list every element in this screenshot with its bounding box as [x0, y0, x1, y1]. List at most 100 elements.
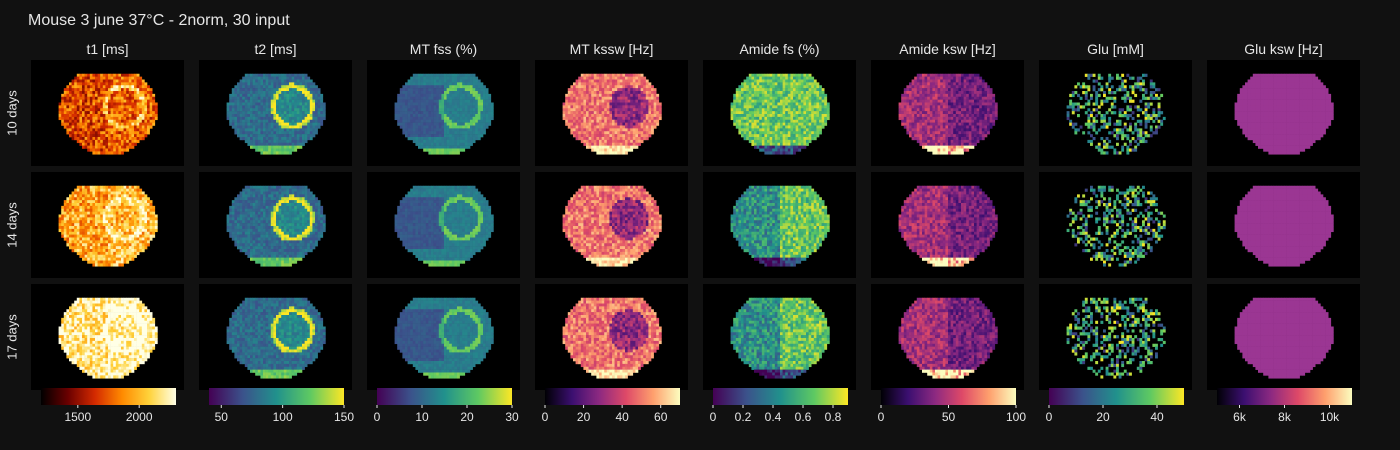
map-pixel — [126, 217, 130, 221]
map-pixel — [291, 108, 295, 112]
map-pixel — [294, 237, 298, 241]
map-pixel — [149, 234, 153, 238]
map-pixel — [296, 228, 300, 233]
map-pixel — [291, 200, 295, 204]
map-pixel — [128, 108, 132, 112]
map-panel — [31, 60, 184, 166]
map-pixel — [110, 134, 114, 138]
map-pixel — [307, 338, 311, 342]
map-pixel — [105, 366, 109, 370]
map-pixel — [257, 309, 261, 313]
map-pixel — [95, 335, 98, 339]
map-pixel — [247, 335, 251, 339]
map-pixel — [273, 240, 277, 244]
map-pixel — [234, 228, 238, 233]
map-pixel — [281, 76, 285, 80]
map-pixel — [257, 217, 261, 221]
map-pixel — [131, 188, 135, 192]
map-pixel — [79, 205, 83, 210]
map-pixel — [283, 220, 287, 224]
map-pixel — [250, 116, 253, 121]
map-pixel — [263, 237, 266, 241]
map-pixel — [231, 88, 235, 92]
map-pixel — [110, 148, 114, 152]
map-pixel — [296, 343, 300, 347]
map-pixel — [110, 297, 114, 301]
map-pixel — [315, 102, 318, 106]
map-pixel — [95, 108, 98, 112]
map-pixel — [92, 254, 96, 258]
map-pixel — [250, 234, 253, 238]
map-pixel — [87, 358, 91, 362]
map-pixel — [100, 82, 104, 86]
map-pixel — [97, 363, 101, 368]
map-pixel — [123, 343, 127, 347]
map-pixel — [270, 151, 274, 155]
map-pixel — [255, 260, 259, 264]
map-pixel — [102, 116, 106, 121]
map-pixel — [307, 122, 311, 126]
map-pixel — [123, 91, 127, 95]
map-pixel — [128, 309, 132, 313]
map-pixel — [128, 303, 132, 307]
map-pixel — [87, 361, 91, 365]
map-pixel — [247, 73, 251, 77]
map-pixel — [87, 214, 91, 218]
map-pixel — [291, 231, 295, 235]
map-pixel — [322, 338, 326, 342]
map-pixel — [89, 338, 93, 342]
map-pixel — [110, 131, 114, 135]
map-pixel — [304, 237, 308, 241]
map-pixel — [304, 194, 308, 198]
map-pixel — [289, 332, 292, 336]
map-pixel — [147, 323, 150, 327]
map-pixel — [118, 116, 122, 121]
map-pixel — [95, 79, 98, 83]
map-pixel — [320, 340, 324, 345]
map-pixel — [105, 254, 109, 258]
map-pixel — [71, 85, 75, 89]
map-pixel — [304, 223, 308, 227]
map-pixel — [95, 226, 98, 230]
map-pixel — [234, 329, 238, 333]
map-pixel — [247, 332, 251, 336]
map-pixel — [276, 128, 279, 132]
map-pixel — [136, 85, 140, 89]
map-pixel — [296, 105, 300, 109]
map-pixel — [307, 246, 311, 250]
map-pixel — [141, 108, 145, 112]
map-pixel — [247, 191, 251, 195]
map-pixel — [309, 108, 313, 112]
map-pixel — [136, 194, 140, 198]
map-pixel — [128, 366, 132, 370]
map-pixel — [89, 240, 93, 244]
map-pixel — [283, 114, 287, 118]
map-pixel — [260, 142, 264, 146]
map-pixel — [247, 303, 251, 307]
map-pixel — [102, 249, 106, 253]
map-pixel — [289, 306, 292, 310]
map-pixel — [141, 306, 145, 310]
map-pixel — [286, 260, 290, 264]
map-pixel — [131, 102, 135, 106]
map-pixel — [136, 332, 140, 336]
map-pixel — [144, 114, 148, 118]
map-pixel — [244, 297, 248, 301]
map-pixel — [100, 312, 104, 316]
map-pixel — [102, 191, 106, 195]
map-pixel — [79, 191, 83, 195]
map-pixel — [152, 93, 156, 98]
map-pixel — [123, 361, 127, 365]
map-pixel — [89, 114, 93, 118]
map-pixel — [113, 297, 117, 301]
map-pixel — [294, 246, 298, 250]
map-pixel — [315, 197, 318, 201]
map-pixel — [273, 73, 277, 77]
map-pixel — [276, 349, 279, 353]
map-pixel — [128, 257, 132, 261]
map-pixel — [276, 257, 279, 261]
map-pixel — [141, 329, 145, 333]
map-pixel — [309, 249, 313, 253]
map-pixel — [121, 375, 124, 379]
map-pixel — [100, 260, 104, 264]
